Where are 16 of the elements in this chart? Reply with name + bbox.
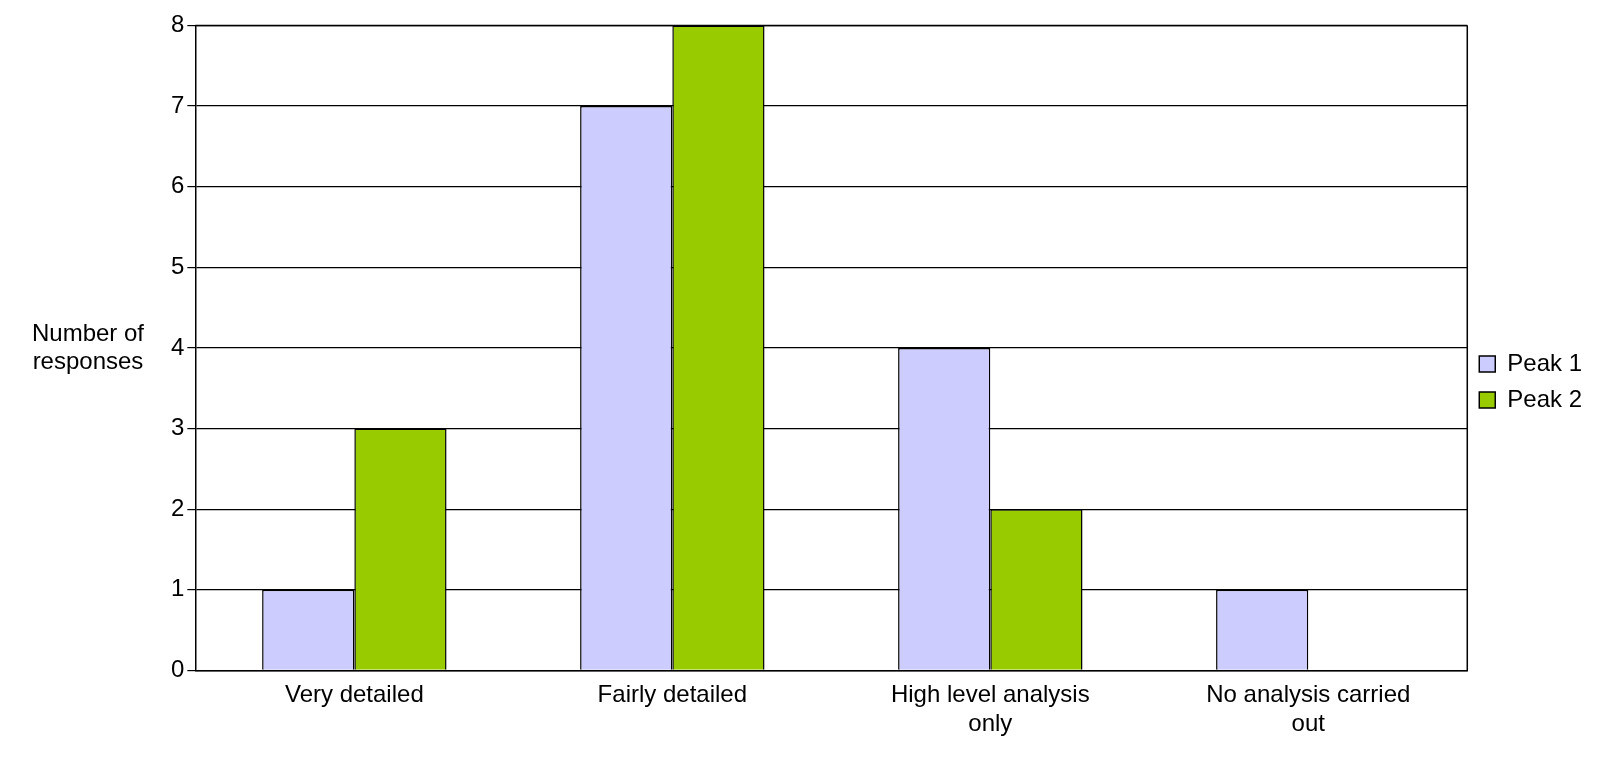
y-tick-label: 8: [170, 10, 185, 38]
y-tick-label: 7: [170, 90, 185, 118]
y-tick-label: 0: [170, 655, 185, 683]
legend-label: Peak 2: [1507, 384, 1582, 412]
y-tick-label: 1: [170, 574, 185, 602]
x-tick-label: No analysis carried out: [1206, 680, 1411, 737]
y-tick-label: 4: [170, 332, 185, 360]
x-tick-label: Very detailed: [284, 680, 424, 708]
y-tick-label: 5: [170, 251, 185, 279]
y-tick-label: 6: [170, 171, 185, 199]
y-tick-label: 2: [170, 493, 185, 521]
legend-label: Peak 1: [1507, 348, 1582, 376]
x-tick-label: Fairly detailed: [597, 680, 748, 708]
y-tick-label: 3: [170, 413, 185, 441]
x-tick-label: High level analysis only: [890, 680, 1090, 737]
y-axis-title: Number of responses: [30, 319, 145, 376]
